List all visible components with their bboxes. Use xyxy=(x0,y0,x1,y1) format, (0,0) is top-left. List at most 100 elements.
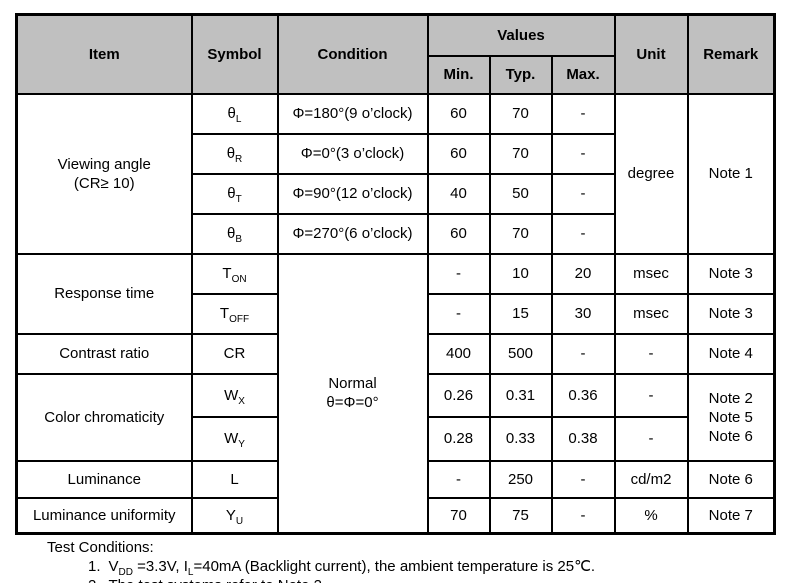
symbol-base: θ xyxy=(226,225,236,242)
cell-symbol: L xyxy=(190,459,279,499)
table-row: Luminance L - 250 - cd/m2 Note 6 xyxy=(15,459,776,499)
symbol-base: Y xyxy=(225,506,236,524)
cell-symbol: YU xyxy=(190,496,279,535)
symbol-sub: Y xyxy=(238,439,245,450)
condition-text-part: V xyxy=(108,558,119,575)
cell-typ: 70 xyxy=(488,92,553,135)
remark-line: Note 6 xyxy=(708,427,753,445)
cell-item-response-time: Response time xyxy=(15,252,193,335)
cell-max: 0.38 xyxy=(550,415,616,462)
cell-remark: Note 6 xyxy=(686,459,776,499)
cell-typ: 0.33 xyxy=(488,415,553,462)
condition-text-sub: DD xyxy=(118,567,133,578)
col-header-typ: Typ. xyxy=(488,54,553,95)
cell-min: 0.28 xyxy=(426,415,491,462)
cell-unit-degree: degree xyxy=(613,92,689,255)
cell-min: 40 xyxy=(426,172,491,215)
cell-unit: - xyxy=(613,332,689,375)
cell-typ: 15 xyxy=(488,292,553,335)
cell-min: 60 xyxy=(426,92,491,135)
list-number: 2. xyxy=(88,577,101,583)
cell-typ: 50 xyxy=(488,172,553,215)
cell-min: 70 xyxy=(426,496,491,535)
cell-min: - xyxy=(426,459,491,499)
cell-symbol: TOFF xyxy=(190,292,279,335)
condition-text-part: =40mA (Backlight current), the ambient t… xyxy=(193,558,596,575)
cell-item-luminance-uniformity: Luminance uniformity xyxy=(15,496,193,535)
col-header-condition: Condition xyxy=(276,13,429,95)
cell-item-contrast-ratio: Contrast ratio xyxy=(15,332,193,375)
cell-max: - xyxy=(550,132,616,175)
cell-remark: Note 7 xyxy=(686,496,776,535)
test-conditions: Test Conditions: 1. VDD =3.3V, IL=40mA (B… xyxy=(47,539,595,583)
cell-condition: Φ=270°(6 o’clock) xyxy=(276,212,429,255)
col-header-symbol: Symbol xyxy=(190,13,279,95)
cell-unit: - xyxy=(613,415,689,462)
table-row: θB Φ=270°(6 o’clock) 60 70 - xyxy=(17,212,775,255)
cell-max: - xyxy=(550,172,616,215)
test-condition-item-2: 2. The test systems refer to Note 2 xyxy=(88,577,595,583)
cell-unit: msec xyxy=(613,252,689,295)
test-conditions-title: Test Conditions: xyxy=(47,539,154,556)
cell-symbol: θL xyxy=(190,92,279,135)
cell-remark-notes-2-5-6: Note 2 Note 5 Note 6 xyxy=(686,372,776,462)
cell-symbol: WY xyxy=(190,415,279,462)
cell-typ: 500 xyxy=(488,332,553,375)
cell-condition: Φ=0°(3 o’clock) xyxy=(276,132,429,175)
symbol-sub: U xyxy=(235,515,244,527)
table-row: θT Φ=90°(12 o’clock) 40 50 - xyxy=(17,172,775,215)
cell-max: - xyxy=(550,332,616,375)
cell-remark: Note 3 xyxy=(686,292,776,335)
cell-max: - xyxy=(550,92,616,135)
table-row: θR Φ=0°(3 o’clock) 60 70 - xyxy=(17,132,775,175)
col-header-max: Max. xyxy=(550,54,616,95)
condition-text-part: The test systems refer to Note 2 xyxy=(109,577,322,583)
cell-max: - xyxy=(550,459,616,499)
symbol-sub: T xyxy=(235,194,242,205)
list-number: 1. xyxy=(88,558,101,575)
symbol-base: W xyxy=(224,430,239,447)
table-row: Response time TON Normal θ=Φ=0° - 10 20 … xyxy=(15,252,776,535)
remark-line: Note 5 xyxy=(708,408,753,426)
cell-min: 60 xyxy=(426,132,491,175)
cell-max: 30 xyxy=(550,292,616,335)
cell-symbol: θB xyxy=(190,212,279,255)
cell-item-color-chromaticity: Color chromaticity xyxy=(15,372,193,462)
table-row: Luminance uniformity YU 70 75 - % Note 7 xyxy=(15,496,776,535)
cell-max: 20 xyxy=(550,252,616,295)
cell-typ: 70 xyxy=(488,132,553,175)
cell-remark: Note 3 xyxy=(686,252,776,295)
symbol-sub: OFF xyxy=(229,314,250,325)
item-line: Viewing angle xyxy=(57,155,151,173)
cell-max: 0.36 xyxy=(550,372,616,418)
cell-typ: 10 xyxy=(488,252,553,295)
cell-min: - xyxy=(426,292,491,335)
col-header-unit: Unit xyxy=(613,13,689,95)
symbol-base: θ xyxy=(226,145,236,162)
symbol-sub: ON xyxy=(231,274,247,285)
condition-text-sub: L xyxy=(187,567,194,578)
table-row: Color chromaticity WX 0.26 0.31 0.36 - N… xyxy=(15,372,776,462)
condition-line: Normal xyxy=(328,375,377,393)
cell-unit: msec xyxy=(613,292,689,335)
cell-typ: 0.31 xyxy=(488,372,553,418)
cell-condition-normal: Normal θ=Φ=0° xyxy=(276,252,429,535)
symbol-base: T xyxy=(222,265,232,282)
symbol-sub: L xyxy=(235,114,242,125)
col-header-values: Values xyxy=(426,13,616,57)
col-header-min: Min. xyxy=(426,54,491,95)
cell-max: - xyxy=(550,212,616,255)
condition-line: θ=Φ=0° xyxy=(326,394,379,412)
cell-min: - xyxy=(426,252,491,295)
col-header-remark: Remark xyxy=(686,13,776,95)
header-row-2: Min. Typ. Max. xyxy=(17,54,775,95)
cell-symbol: WX xyxy=(190,372,279,418)
condition-text-part: =3.3V, I xyxy=(132,558,188,575)
header-row-1: Item Symbol Condition Values Unit Remark xyxy=(15,13,776,95)
cell-symbol: CR xyxy=(190,332,279,375)
symbol-sub: R xyxy=(235,154,243,165)
cell-typ: 250 xyxy=(488,459,553,499)
cell-min: 60 xyxy=(426,212,491,255)
cell-symbol: TON xyxy=(190,252,279,295)
cell-condition: Φ=180°(9 o’clock) xyxy=(276,92,429,135)
